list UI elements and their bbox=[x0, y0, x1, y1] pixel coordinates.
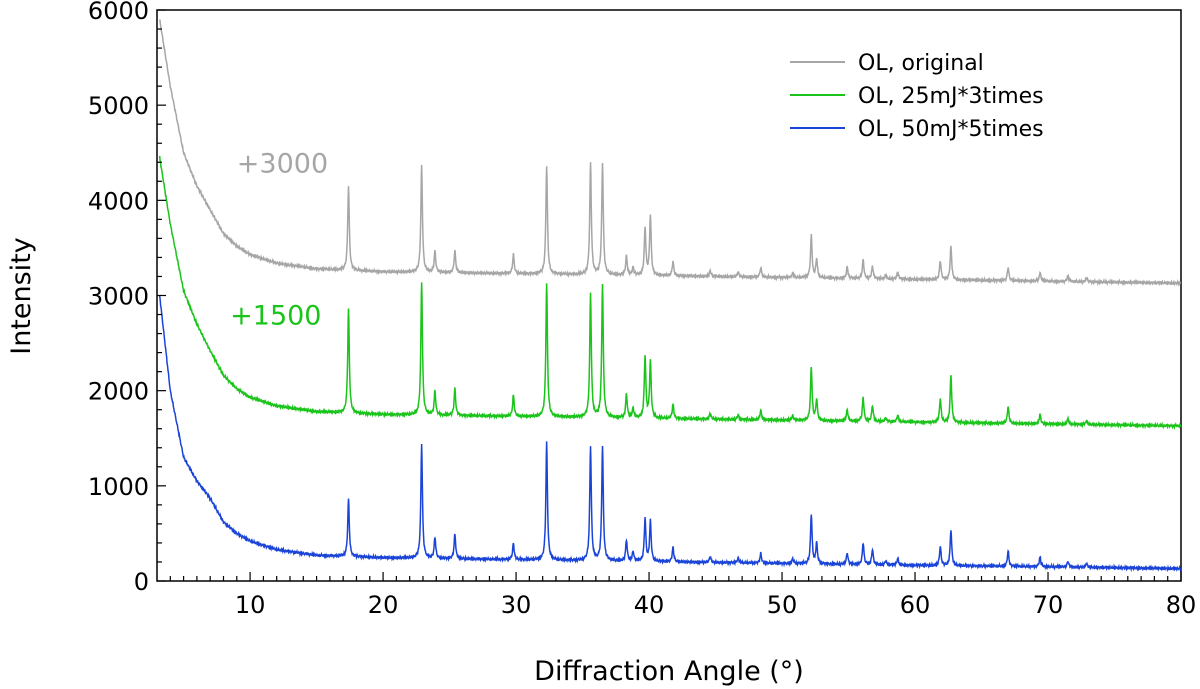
y-tick-label: 1000 bbox=[88, 473, 149, 501]
x-tick-label: 60 bbox=[900, 591, 931, 619]
series-line-2 bbox=[158, 295, 1182, 573]
y-tick-label: 0 bbox=[134, 568, 149, 596]
x-axis-title: Diffraction Angle (°) bbox=[534, 656, 804, 687]
series-layer bbox=[158, 19, 1182, 573]
x-tick-label: 40 bbox=[634, 591, 665, 619]
legend-label-50mj: OL, 50mJ*5times bbox=[858, 117, 1044, 142]
x-tick-label: 30 bbox=[501, 591, 532, 619]
y-tick-label: 2000 bbox=[88, 378, 149, 406]
series-line-1 bbox=[158, 155, 1182, 431]
axis-layer: 10 20 30 40 50 60 70 80 0 1000 2000 3000 4000 5000 600… bbox=[88, 0, 1196, 619]
x-tick-label: 50 bbox=[767, 591, 798, 619]
legend-label-original: OL, original bbox=[858, 51, 984, 76]
series-line-0 bbox=[158, 19, 1182, 288]
legend: OL, original OL, 25mJ*3times OL, 50mJ*5t… bbox=[790, 51, 1044, 142]
y-tick-label: 6000 bbox=[88, 0, 149, 25]
y-tick-label: 3000 bbox=[88, 283, 149, 311]
x-tick-label: 10 bbox=[235, 591, 266, 619]
y-axis-title: Intensity bbox=[6, 237, 37, 355]
offset-annotation-1500: +1500 bbox=[230, 301, 321, 332]
y-tick-label: 4000 bbox=[88, 187, 149, 215]
y-tick-label: 5000 bbox=[88, 92, 149, 120]
x-tick-label: 70 bbox=[1033, 591, 1064, 619]
offset-annotation-3000: +3000 bbox=[237, 148, 328, 179]
x-tick-label: 20 bbox=[368, 591, 399, 619]
legend-label-25mj: OL, 25mJ*3times bbox=[858, 84, 1044, 109]
x-tick-label: 80 bbox=[1166, 591, 1197, 619]
